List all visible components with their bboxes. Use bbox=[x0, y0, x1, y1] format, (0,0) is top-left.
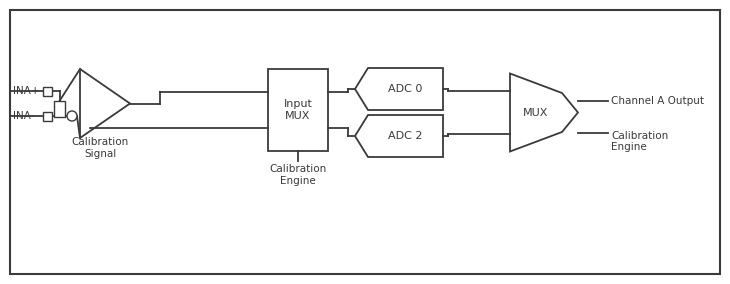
Polygon shape bbox=[510, 74, 578, 151]
Text: Channel A Output: Channel A Output bbox=[611, 95, 704, 105]
Bar bbox=[43, 112, 52, 120]
Text: INA-: INA- bbox=[13, 111, 34, 121]
Text: ADC 2: ADC 2 bbox=[388, 131, 423, 141]
Bar bbox=[54, 101, 65, 117]
Text: Calibration
Engine: Calibration Engine bbox=[269, 164, 326, 186]
Text: Calibration
Signal: Calibration Signal bbox=[72, 137, 128, 158]
Text: MUX: MUX bbox=[523, 108, 549, 118]
Text: Input
MUX: Input MUX bbox=[283, 99, 312, 121]
Text: ADC 0: ADC 0 bbox=[388, 84, 423, 94]
Text: INA+: INA+ bbox=[13, 86, 39, 96]
Text: Calibration
Engine: Calibration Engine bbox=[611, 131, 668, 152]
Polygon shape bbox=[355, 115, 443, 157]
Circle shape bbox=[67, 111, 77, 121]
Polygon shape bbox=[80, 69, 130, 138]
Bar bbox=[268, 69, 328, 151]
Bar bbox=[43, 87, 52, 95]
Polygon shape bbox=[355, 68, 443, 110]
